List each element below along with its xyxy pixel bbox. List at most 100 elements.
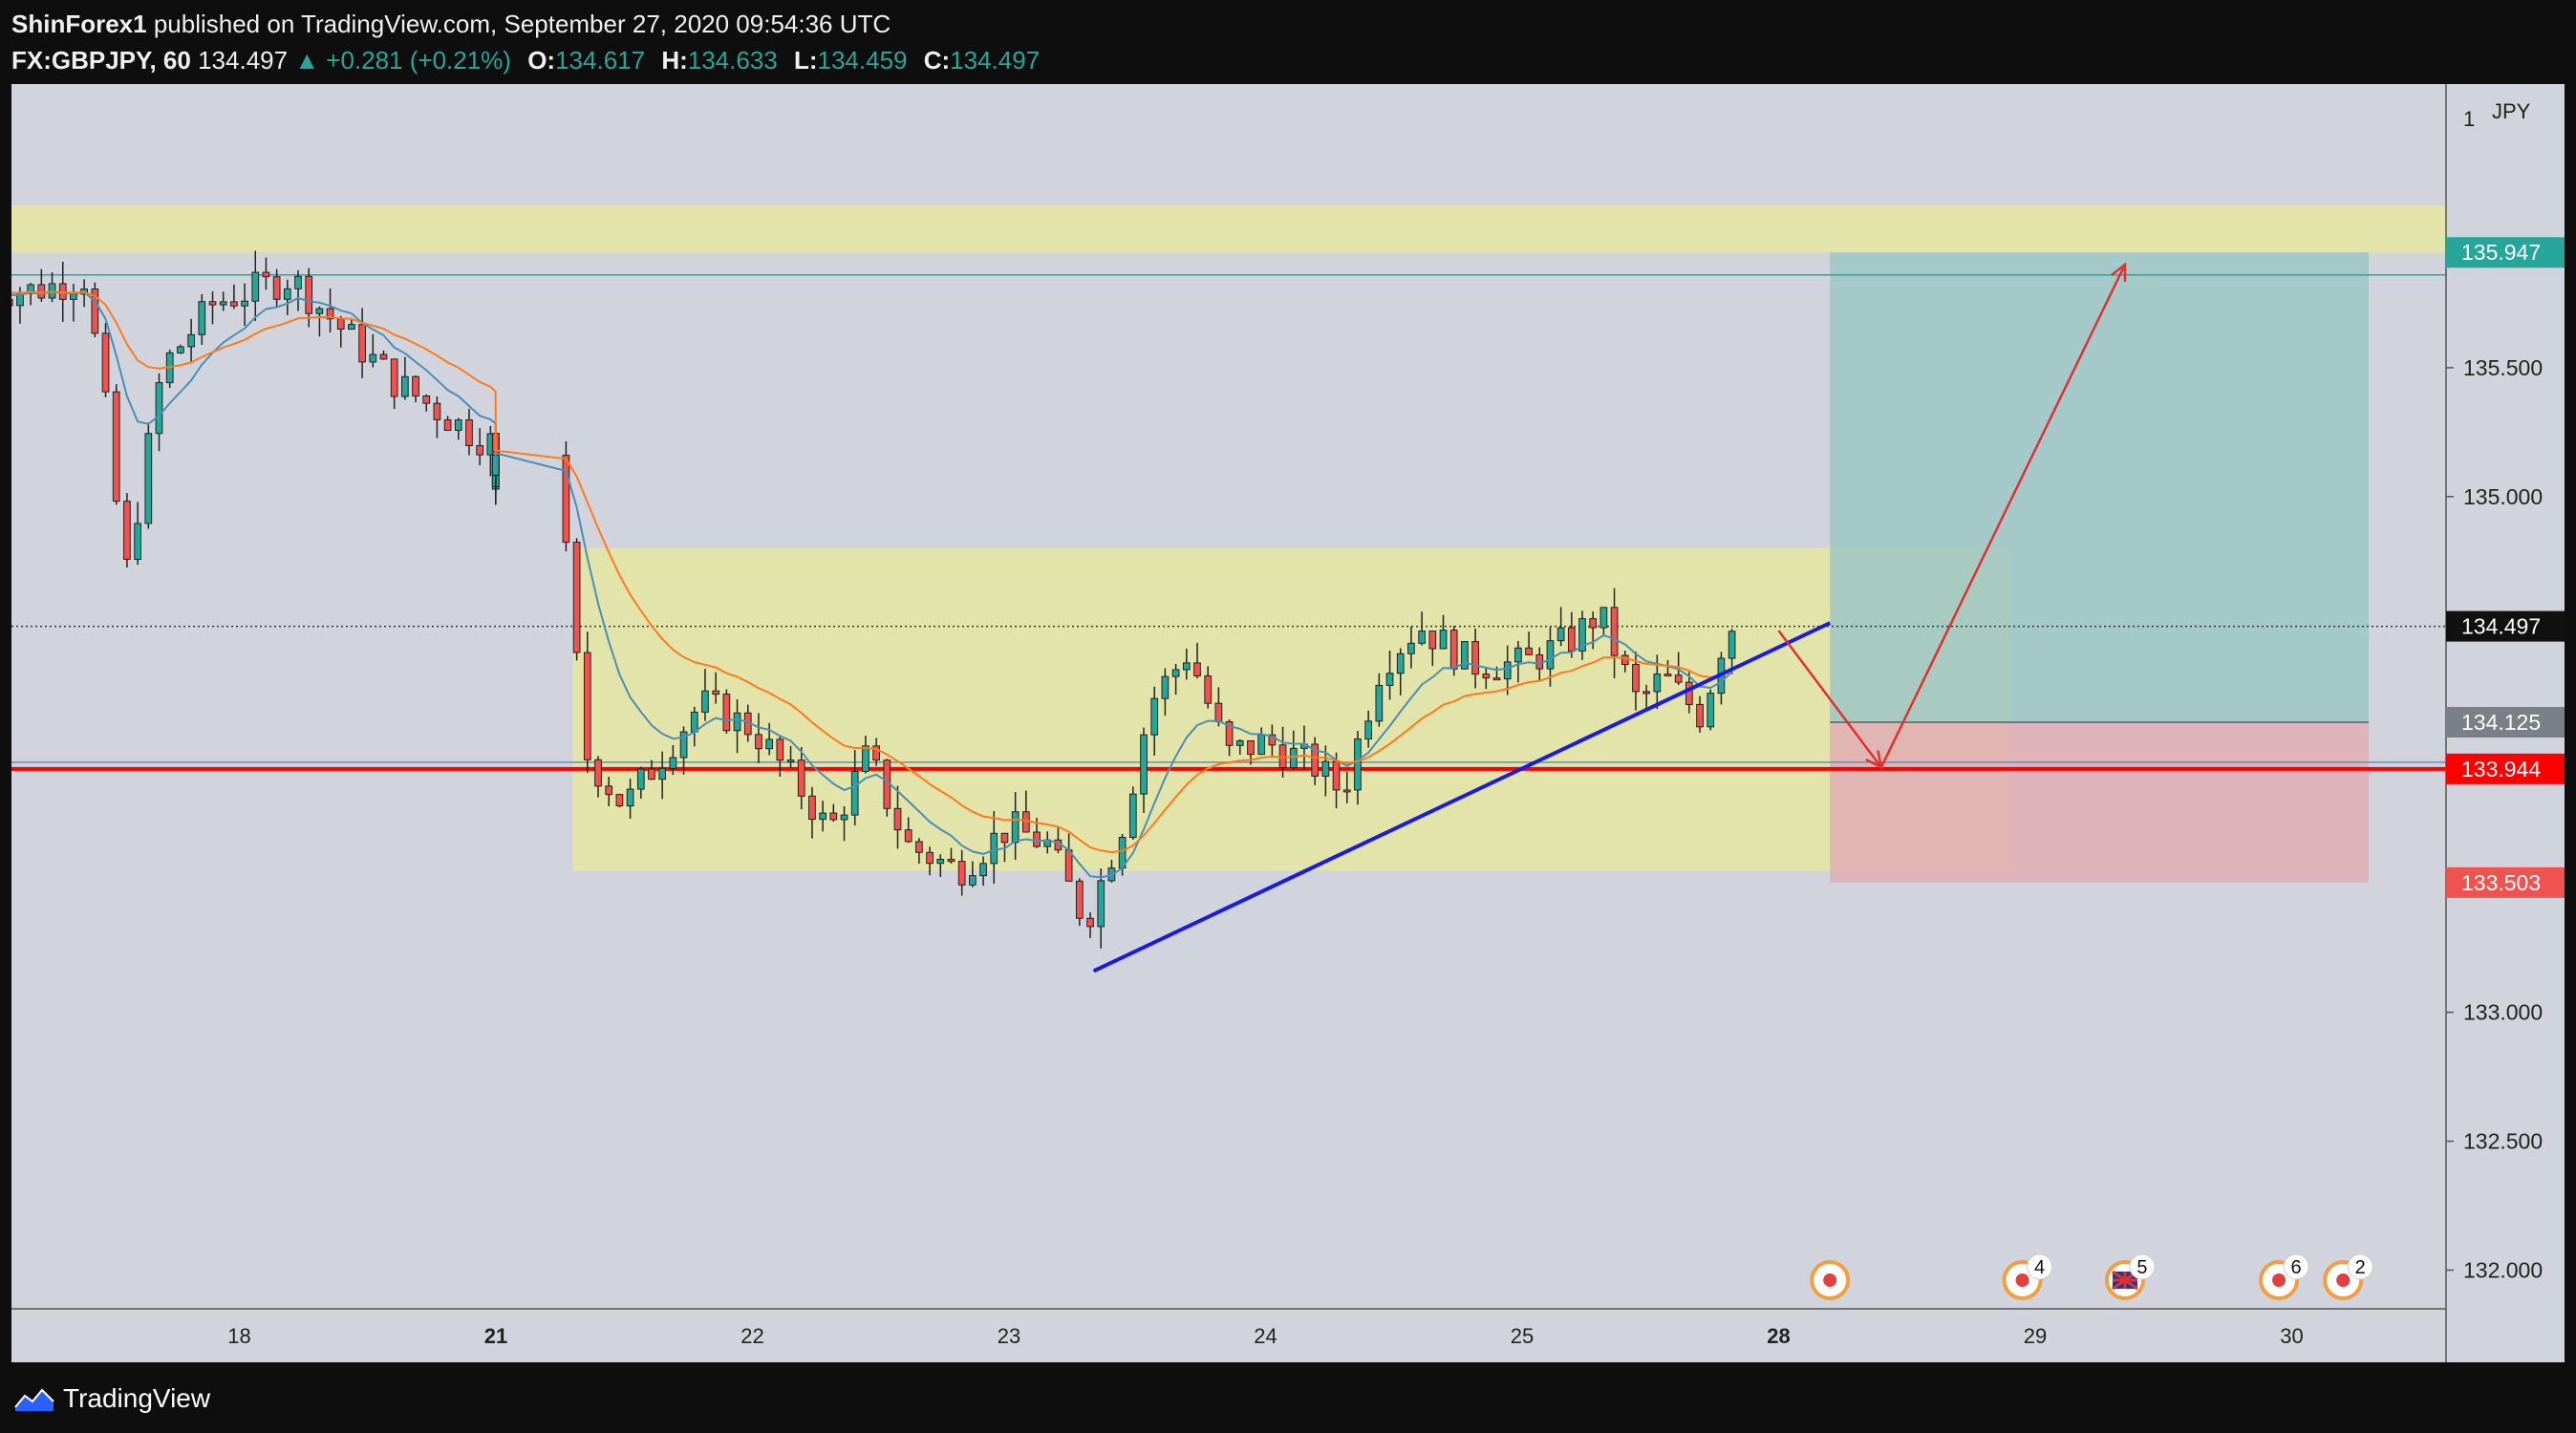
candle-body[interactable]: [390, 358, 398, 397]
price-label-last[interactable]: [2446, 610, 2565, 642]
candle-body[interactable]: [1503, 661, 1512, 680]
candle-body[interactable]: [947, 859, 955, 863]
candle-body[interactable]: [1492, 677, 1501, 681]
candle-body[interactable]: [1161, 675, 1170, 699]
candle-body[interactable]: [1128, 793, 1137, 839]
candle-body[interactable]: [91, 288, 99, 334]
candle-body[interactable]: [465, 419, 473, 447]
candle-body[interactable]: [1375, 684, 1384, 722]
candle-body[interactable]: [755, 734, 762, 750]
candle-body[interactable]: [712, 690, 720, 695]
candle-body[interactable]: [70, 293, 77, 300]
candle-body[interactable]: [936, 859, 945, 865]
candle-body[interactable]: [177, 346, 184, 353]
candle-body[interactable]: [187, 333, 195, 348]
candle-body[interactable]: [369, 353, 377, 363]
candle-body[interactable]: [701, 690, 709, 713]
range-zone[interactable]: [572, 547, 2010, 871]
candle-body[interactable]: [1418, 631, 1426, 644]
candle-body[interactable]: [1567, 627, 1576, 652]
candle-body[interactable]: [262, 271, 270, 278]
candle-body[interactable]: [1707, 693, 1715, 728]
candle-body[interactable]: [786, 759, 795, 763]
candle-body[interactable]: [1482, 674, 1491, 679]
candle-body[interactable]: [1342, 789, 1351, 793]
price-label-support[interactable]: [2446, 753, 2565, 784]
candle-body[interactable]: [305, 275, 313, 314]
candle-body[interactable]: [1449, 630, 1458, 670]
candle-body[interactable]: [797, 759, 805, 797]
candle-body[interactable]: [1204, 675, 1213, 704]
candle-body[interactable]: [850, 771, 859, 816]
candle-body[interactable]: [615, 794, 624, 807]
long-stop-box[interactable]: [1830, 721, 2370, 883]
candle-body[interactable]: [1674, 674, 1683, 683]
candle-body[interactable]: [679, 731, 688, 759]
candle-body[interactable]: [112, 391, 120, 503]
symbol-label[interactable]: FX:GBPJPY, 60: [11, 46, 191, 75]
candle-body[interactable]: [1556, 627, 1565, 642]
candle-body[interactable]: [101, 332, 110, 393]
price-label-entry[interactable]: [2446, 706, 2565, 738]
candle-body[interactable]: [326, 308, 334, 320]
candle-body[interactable]: [776, 738, 784, 761]
candle-body[interactable]: [594, 759, 602, 787]
candle-body[interactable]: [669, 757, 677, 769]
candle-body[interactable]: [872, 745, 880, 761]
candle-body[interactable]: [690, 711, 698, 733]
candle-body[interactable]: [208, 301, 217, 306]
candle-body[interactable]: [733, 712, 741, 732]
candle-body[interactable]: [1364, 720, 1372, 740]
candle-body[interactable]: [1235, 739, 1244, 746]
candle-body[interactable]: [476, 445, 484, 456]
candle-body[interactable]: [1289, 747, 1298, 769]
candle-body[interactable]: [926, 851, 934, 865]
candle-body[interactable]: [1075, 880, 1084, 919]
candle-body[interactable]: [626, 788, 634, 807]
price-label-target[interactable]: [2446, 237, 2565, 268]
candle-body[interactable]: [251, 271, 260, 302]
candle-body[interactable]: [358, 324, 366, 363]
candle-body[interactable]: [443, 418, 452, 431]
candle-body[interactable]: [1214, 702, 1223, 722]
candle-body[interactable]: [294, 275, 302, 289]
candle-body[interactable]: [562, 455, 570, 544]
candle-body[interactable]: [1332, 760, 1341, 791]
candle-body[interactable]: [454, 419, 462, 431]
candle-body[interactable]: [829, 812, 838, 821]
long-target-box[interactable]: [1830, 252, 2370, 722]
candle-body[interactable]: [1578, 618, 1586, 652]
candle-body[interactable]: [979, 863, 987, 877]
candle-body[interactable]: [1439, 630, 1448, 650]
candle-body[interactable]: [1268, 734, 1277, 746]
candle-body[interactable]: [412, 375, 419, 396]
candle-body[interactable]: [379, 353, 388, 360]
candle-body[interactable]: [1171, 669, 1180, 677]
candle-body[interactable]: [155, 382, 163, 435]
candle-body[interactable]: [819, 812, 826, 821]
candle-body[interactable]: [1685, 681, 1693, 705]
candle-body[interactable]: [1064, 849, 1073, 882]
candle-body[interactable]: [272, 276, 281, 300]
candle-body[interactable]: [722, 694, 731, 732]
resistance-zone[interactable]: [0, 204, 2498, 253]
candle-body[interactable]: [401, 375, 409, 397]
candle-body[interactable]: [1000, 832, 1009, 844]
candle-body[interactable]: [893, 807, 902, 831]
candle-body[interactable]: [1321, 760, 1330, 777]
candle-body[interactable]: [433, 402, 441, 420]
candle-body[interactable]: [1257, 734, 1266, 756]
candle-body[interactable]: [1664, 674, 1672, 677]
candle-body[interactable]: [219, 301, 227, 306]
candle-body[interactable]: [123, 501, 131, 560]
candle-body[interactable]: [37, 284, 46, 299]
candle-body[interactable]: [765, 738, 773, 750]
candle-body[interactable]: [1525, 647, 1533, 655]
candle-body[interactable]: [808, 795, 816, 821]
candle-body[interactable]: [422, 395, 431, 404]
candle-body[interactable]: [1182, 662, 1191, 671]
price-label-stop[interactable]: [2446, 866, 2565, 898]
candle-body[interactable]: [1642, 691, 1650, 695]
candle-body[interactable]: [1086, 917, 1094, 928]
candle-body[interactable]: [1428, 631, 1437, 650]
